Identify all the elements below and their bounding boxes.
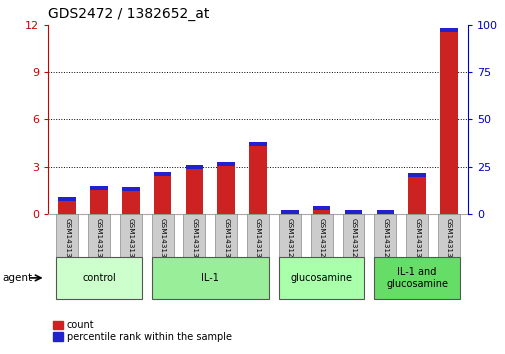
FancyBboxPatch shape: [246, 214, 269, 257]
Bar: [217, 162, 234, 214]
FancyBboxPatch shape: [374, 214, 395, 257]
Bar: [344, 210, 362, 214]
Bar: [249, 142, 266, 214]
Bar: [185, 165, 203, 214]
Bar: [90, 186, 108, 214]
FancyBboxPatch shape: [120, 214, 141, 257]
Text: GSM143134: GSM143134: [223, 218, 229, 262]
Legend: count, percentile rank within the sample: count, percentile rank within the sample: [53, 320, 231, 342]
FancyBboxPatch shape: [152, 257, 269, 299]
Bar: [249, 142, 266, 145]
FancyBboxPatch shape: [342, 214, 364, 257]
Text: GSM143137: GSM143137: [96, 218, 102, 262]
Bar: [90, 186, 108, 190]
Bar: [281, 213, 298, 214]
Bar: [154, 172, 171, 214]
Text: GSM143128: GSM143128: [350, 218, 356, 262]
FancyBboxPatch shape: [437, 214, 459, 257]
Bar: [58, 197, 76, 201]
Bar: [376, 213, 393, 214]
Bar: [217, 162, 234, 166]
Text: GSM143129: GSM143129: [382, 218, 387, 262]
FancyBboxPatch shape: [310, 214, 332, 257]
Text: GSM143131: GSM143131: [445, 218, 451, 262]
Text: GSM143126: GSM143126: [286, 218, 292, 262]
FancyBboxPatch shape: [215, 214, 237, 257]
FancyBboxPatch shape: [56, 214, 78, 257]
Bar: [154, 172, 171, 176]
Text: GSM143136: GSM143136: [64, 218, 70, 262]
FancyBboxPatch shape: [56, 257, 141, 299]
Text: glucosamine: glucosamine: [290, 273, 352, 283]
Text: agent: agent: [3, 273, 33, 283]
Text: GDS2472 / 1382652_at: GDS2472 / 1382652_at: [48, 7, 209, 21]
FancyBboxPatch shape: [374, 257, 459, 299]
Text: control: control: [82, 273, 116, 283]
Text: GSM143130: GSM143130: [413, 218, 419, 262]
Bar: [281, 210, 298, 214]
FancyBboxPatch shape: [88, 214, 110, 257]
Bar: [122, 187, 139, 214]
Bar: [376, 210, 393, 214]
Text: GSM143127: GSM143127: [318, 218, 324, 262]
FancyBboxPatch shape: [278, 257, 364, 299]
FancyBboxPatch shape: [152, 214, 173, 257]
Bar: [408, 173, 425, 177]
Bar: [439, 28, 457, 32]
Text: GSM143138: GSM143138: [128, 218, 133, 262]
FancyBboxPatch shape: [406, 214, 427, 257]
Bar: [344, 213, 362, 214]
Text: GSM143132: GSM143132: [159, 218, 165, 262]
Bar: [408, 173, 425, 214]
Bar: [439, 28, 457, 214]
Bar: [312, 206, 330, 214]
Text: GSM143133: GSM143133: [191, 218, 197, 262]
Bar: [58, 197, 76, 214]
Bar: [185, 165, 203, 169]
FancyBboxPatch shape: [278, 214, 300, 257]
Bar: [122, 187, 139, 191]
FancyBboxPatch shape: [183, 214, 205, 257]
Text: GSM143135: GSM143135: [255, 218, 261, 262]
Text: IL-1 and
glucosamine: IL-1 and glucosamine: [385, 267, 447, 289]
Text: IL-1: IL-1: [201, 273, 219, 283]
Bar: [312, 206, 330, 210]
